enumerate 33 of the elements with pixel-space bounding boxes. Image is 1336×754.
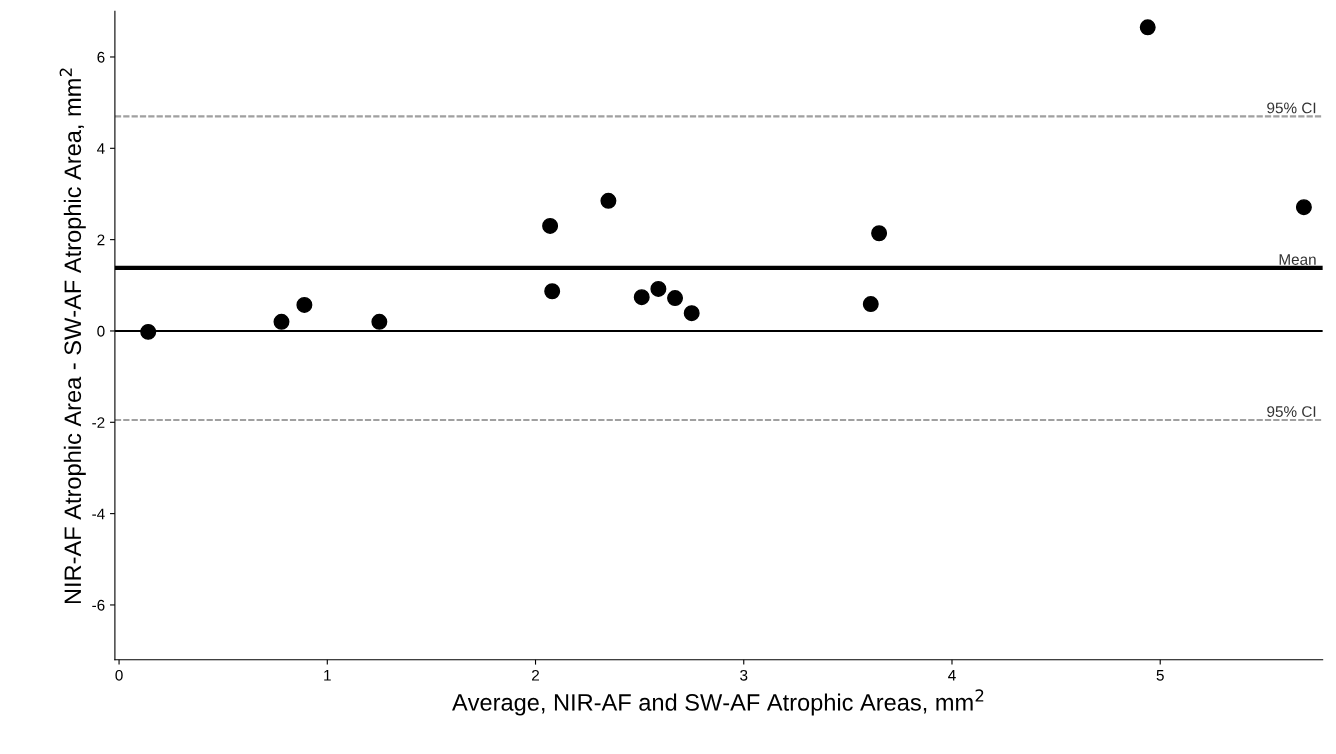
point xyxy=(1139,19,1156,36)
y-tick-label: 0 xyxy=(97,325,105,337)
x-tick-label: 1 xyxy=(324,670,331,681)
ref-line-label: 95% CI xyxy=(1267,102,1316,114)
ref-line-label: 95% CI xyxy=(1267,406,1316,417)
x-tick-label: 2 xyxy=(532,669,540,681)
y-tick-label: -4 xyxy=(92,508,105,520)
point xyxy=(650,280,667,297)
point xyxy=(600,192,617,209)
point xyxy=(667,290,684,307)
point xyxy=(683,305,700,322)
point xyxy=(544,283,561,300)
y-tick-label: 2 xyxy=(97,234,105,246)
point xyxy=(1295,199,1312,216)
point xyxy=(871,225,888,242)
x-tick-label: 3 xyxy=(740,669,748,681)
point xyxy=(140,323,157,340)
x-tick-label: 4 xyxy=(948,670,956,681)
point xyxy=(296,296,313,313)
point xyxy=(273,313,290,330)
y-tick-label: 4 xyxy=(97,143,105,154)
x-axis-title: Average, NIR-AF and SW-AF Atrophic Areas, mm$^{2}$ xyxy=(452,689,984,716)
point xyxy=(633,289,650,306)
y-tick-label: -2 xyxy=(92,417,105,428)
point xyxy=(862,296,879,312)
point xyxy=(371,313,388,330)
x-tick-label: 0 xyxy=(115,669,123,681)
point xyxy=(542,217,559,234)
y-axis-title: NIR-AF Atrophic Area - SW-AF Atrophic Area, mm$^{2}$ xyxy=(59,68,86,604)
y-tick-label: -6 xyxy=(92,599,105,611)
ref-line-label: Mean xyxy=(1279,254,1316,265)
x-tick-label: 5 xyxy=(1156,670,1164,681)
y-tick-label: 6 xyxy=(97,51,105,63)
